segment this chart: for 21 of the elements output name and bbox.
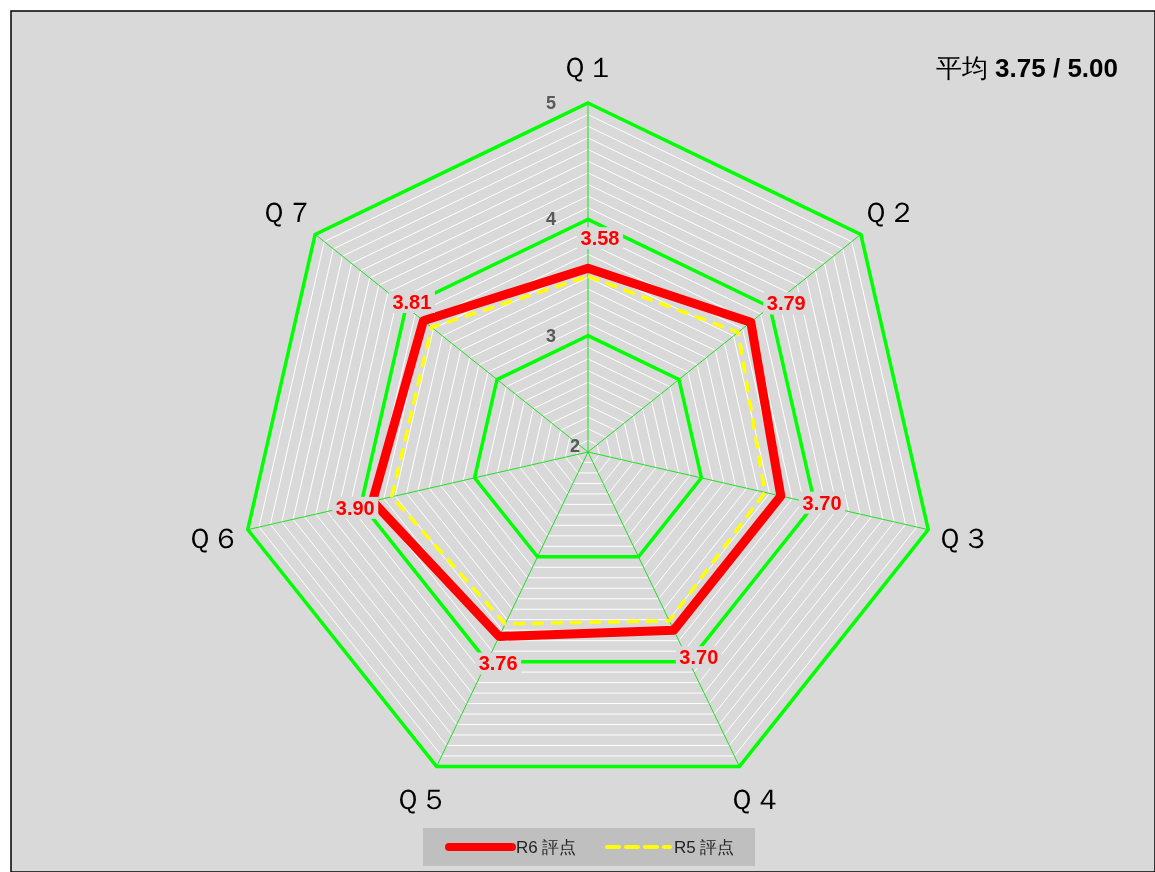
data-label: 3.79 [766, 292, 806, 315]
data-label: 3.70 [802, 491, 842, 514]
spoke-label: Ｑ５ [393, 783, 448, 815]
data-label: 3.76 [478, 652, 518, 675]
data-label: 3.58 [580, 227, 620, 250]
legend-label: R6 評点 [516, 838, 577, 857]
data-label: 3.90 [335, 496, 375, 519]
y-tick-label: 4 [545, 209, 557, 230]
y-tick-label: 2 [569, 436, 581, 456]
spoke-label: Ｑ１ [561, 52, 615, 83]
chart-title: 平均 3.75 / 5.00 [935, 53, 1118, 83]
legend-label: R5 評点 [674, 838, 735, 857]
y-tick-label: 3 [545, 325, 557, 346]
spoke-label: Ｑ３ [936, 522, 991, 554]
data-label: 3.81 [392, 291, 432, 314]
spoke-label: Ｑ４ [728, 783, 783, 815]
y-tick-label: 5 [545, 93, 557, 113]
spoke-label: Ｑ７ [259, 196, 314, 228]
spoke-label: Ｑ６ [185, 522, 240, 554]
spoke-label: Ｑ２ [862, 196, 917, 228]
data-label: 3.70 [679, 646, 719, 669]
